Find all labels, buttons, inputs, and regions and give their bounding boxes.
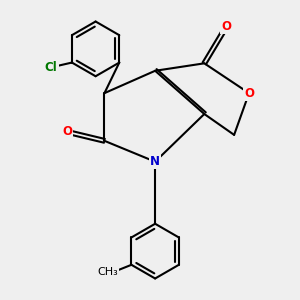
Text: CH₃: CH₃ (97, 267, 118, 277)
Text: O: O (222, 20, 232, 33)
Text: O: O (244, 87, 254, 100)
Text: N: N (150, 155, 160, 168)
Text: O: O (62, 125, 72, 138)
Text: Cl: Cl (45, 61, 57, 74)
